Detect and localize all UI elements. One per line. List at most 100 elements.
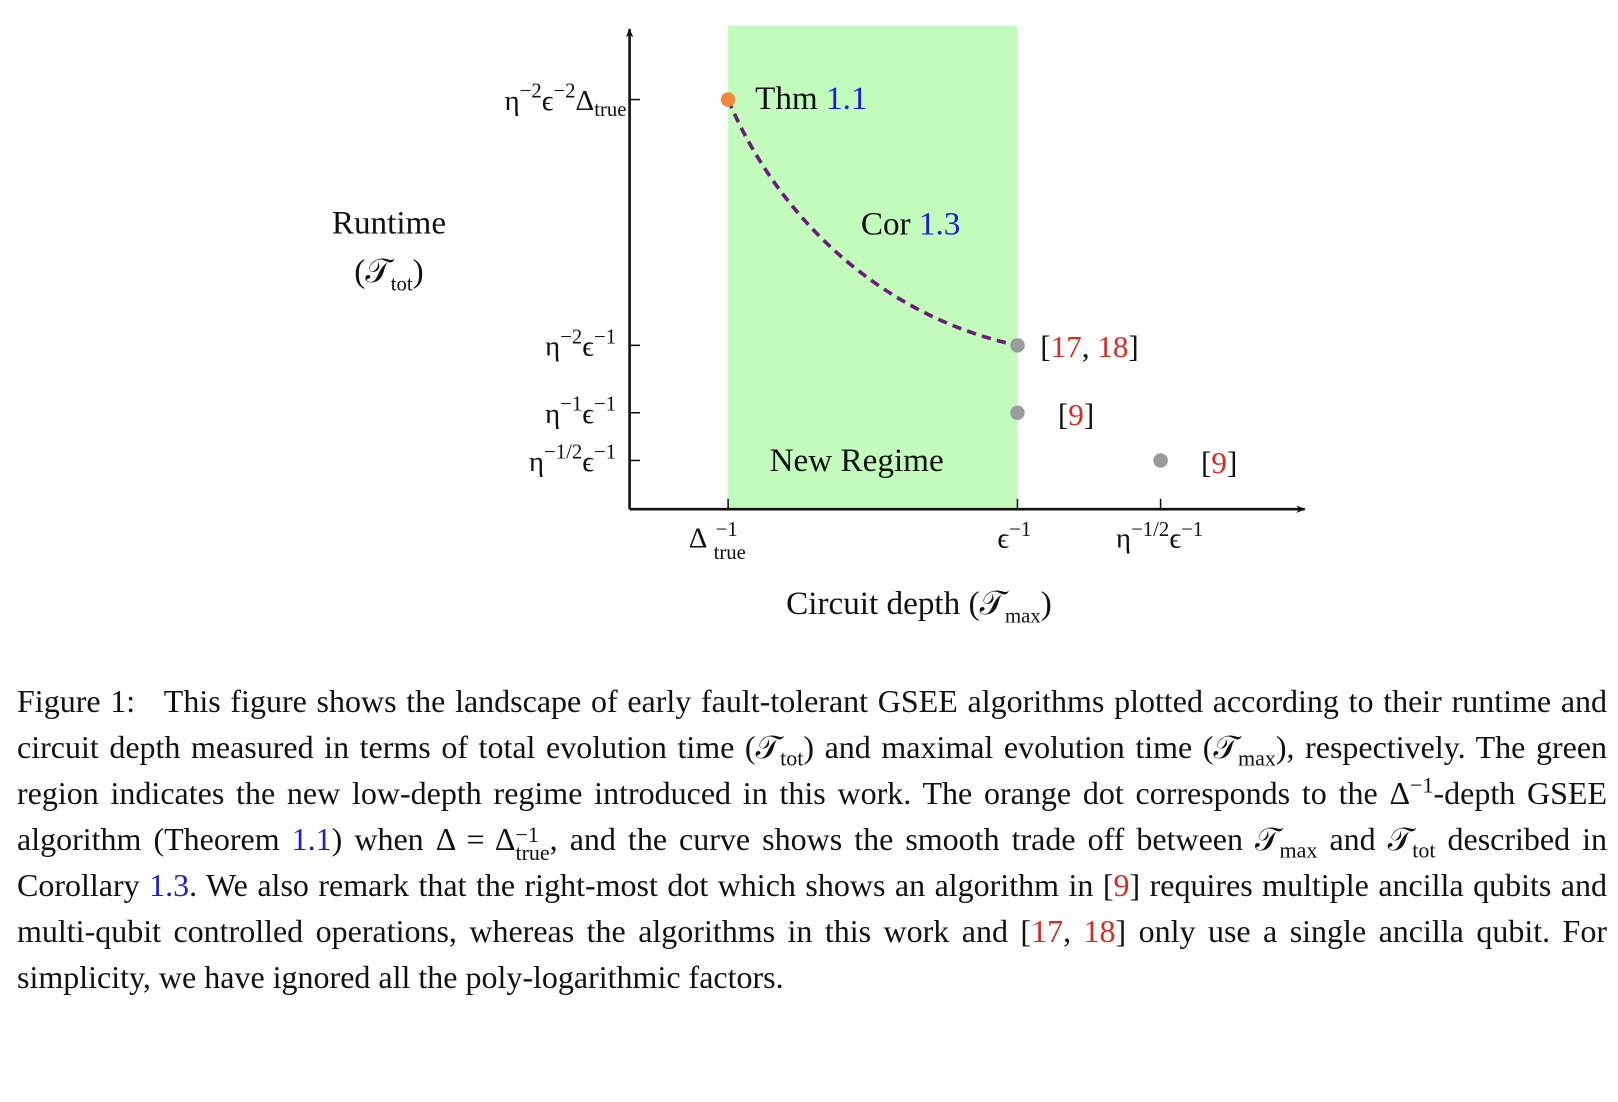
text-part: 1.3 — [149, 867, 190, 903]
new-regime-region — [728, 25, 1018, 510]
figure: Runtime (𝒯tot) η−2ϵ−2Δtrue η−2ϵ−1 η−1ϵ−1… — [332, 25, 1306, 627]
annotation-part: [ — [1058, 397, 1068, 432]
y-tick-label-part: −1 — [594, 441, 616, 463]
annotation-part: 1.1 — [826, 80, 867, 117]
text-part: max — [1279, 837, 1318, 863]
y-axis-label-part: tot — [391, 273, 413, 295]
annotation-part: ] — [1128, 329, 1138, 364]
x-tick-label-part: Δ — [689, 523, 708, 555]
x-axis-label-part: max — [1005, 605, 1041, 627]
y-tick-label-part: Δ — [576, 85, 595, 117]
text-part: 𝒯 — [1387, 821, 1413, 857]
y-tick-label-part: ϵ — [582, 398, 594, 430]
text-part: ] only use a single ancilla qubit. For s… — [17, 913, 1608, 995]
y-tick-label-part: −2 — [520, 80, 542, 102]
text-part: −1 — [1410, 772, 1434, 798]
text-part: -depth GSEE algorithm (Theorem — [17, 775, 1608, 857]
annotation-part: 18 — [1097, 329, 1128, 364]
text-part: ) and maximal evolution time ( — [803, 729, 1214, 765]
stacked-script: −1 true — [515, 822, 549, 864]
y-tick-label-part: −1 — [594, 394, 616, 416]
y-axis-label-part: 𝒯 — [365, 253, 395, 290]
y-tick-label-part: η — [529, 446, 544, 478]
x-tick-label: ϵ−1 — [997, 519, 1031, 554]
x-axis-label-part: ) — [1041, 585, 1052, 622]
caption: Figure 1: This figure shows the landscap… — [17, 678, 1607, 1000]
x-tick-label-part: ϵ — [997, 523, 1009, 555]
y-axis-label: Runtime — [332, 204, 446, 241]
text-part: Figure 1: — [17, 683, 136, 719]
text-part: ) when Δ = Δ — [331, 821, 516, 857]
annotation: New Regime — [770, 442, 944, 479]
x-tick-label: Δ −1 true — [689, 519, 746, 564]
y-tick-label: η−1/2ϵ−1 — [529, 441, 616, 477]
annotation: [9] — [1058, 397, 1094, 432]
text-part: 𝒯 — [1255, 821, 1280, 857]
y-tick-label-part: ϵ — [582, 331, 594, 363]
annotation-part: 9 — [1068, 397, 1084, 432]
annotation-part: 17 — [1051, 329, 1082, 364]
y-tick-label-part: −2 — [560, 326, 582, 348]
x-tick-label-part: η — [1116, 523, 1131, 555]
annotation-part: 9 — [1211, 445, 1227, 480]
text-part: and — [1317, 821, 1388, 857]
text-part: 1.1 — [291, 821, 332, 857]
text-part: 𝒯 — [1213, 729, 1238, 765]
gray-dot — [1010, 338, 1025, 353]
y-tick-label-part: ϵ — [542, 85, 554, 117]
x-tick-label-part: −1 — [716, 519, 738, 541]
text-part: ] requires multiple ancilla qubits and m… — [17, 867, 1608, 949]
text-part: , and the curve shows the smooth trade o… — [549, 821, 1256, 857]
y-tick-label-part: η — [545, 331, 560, 363]
annotation-part: ] — [1084, 397, 1094, 432]
annotation-part: Thm — [755, 80, 826, 117]
x-axis-label-part: Circuit depth ( — [786, 585, 979, 622]
text-part: 9 — [1113, 867, 1130, 903]
y-tick-label-part: ϵ — [582, 446, 594, 478]
text-part: 𝒯 — [755, 729, 781, 765]
y-tick-label-part: −1 — [594, 326, 616, 348]
x-tick-label-part: −1 — [1009, 519, 1031, 541]
annotation-part: [ — [1201, 445, 1211, 480]
annotation: Thm 1.1 — [755, 80, 867, 117]
text-part: , — [1063, 913, 1084, 949]
annotation: Cor 1.3 — [861, 205, 961, 242]
text-part: described in Corollary — [17, 821, 1608, 903]
annotation: [9] — [1201, 445, 1237, 480]
text-part: max — [1237, 745, 1276, 771]
annotation: [17, 18] — [1040, 329, 1139, 364]
gray-dot — [1153, 453, 1168, 468]
stacked-script-part: −1 — [515, 822, 539, 847]
x-tick-label-part: −1 — [1181, 519, 1203, 541]
text-part: tot — [1412, 837, 1436, 863]
y-tick-label: η−1ϵ−1 — [545, 394, 616, 430]
text-part: This figure shows the landscape of early… — [17, 683, 1608, 765]
x-tick-label-part: −1/2 — [1131, 519, 1169, 541]
y-axis-label-part: ( — [354, 253, 365, 290]
y-axis-label: (𝒯tot) — [354, 253, 423, 295]
orange-dot — [720, 92, 736, 107]
x-tick-label: η−1/2ϵ−1 — [1116, 519, 1203, 554]
tradeoff-curve — [726, 98, 1018, 348]
gray-dot — [1010, 405, 1025, 421]
x-axis-label-part: 𝒯 — [980, 585, 1010, 622]
annotation-part: ] — [1227, 445, 1237, 480]
annotation-part: , — [1082, 329, 1098, 364]
x-tick-label-part: true — [714, 542, 746, 564]
y-tick-label-part: η — [545, 398, 560, 430]
y-tick-label: η−2ϵ−2Δtrue — [504, 80, 626, 121]
y-tick-label: η−2ϵ−1 — [545, 326, 616, 362]
annotation-part: 1.3 — [919, 205, 960, 242]
text-part: . We also remark that the right-most dot… — [189, 867, 1114, 903]
y-tick-label-part: η — [504, 85, 519, 117]
annotation-part: Cor — [861, 205, 919, 242]
text-part: 17 — [1031, 913, 1064, 949]
x-tick-label-part: ϵ — [1169, 523, 1181, 555]
ticks — [629, 98, 1162, 510]
text-part: ), respectively. The green region indica… — [17, 729, 1608, 811]
text-part: Δ — [1389, 775, 1411, 811]
y-tick-label-part: −1 — [560, 394, 582, 416]
text-part: tot — [780, 745, 804, 771]
y-tick-label-part: true — [594, 99, 626, 121]
